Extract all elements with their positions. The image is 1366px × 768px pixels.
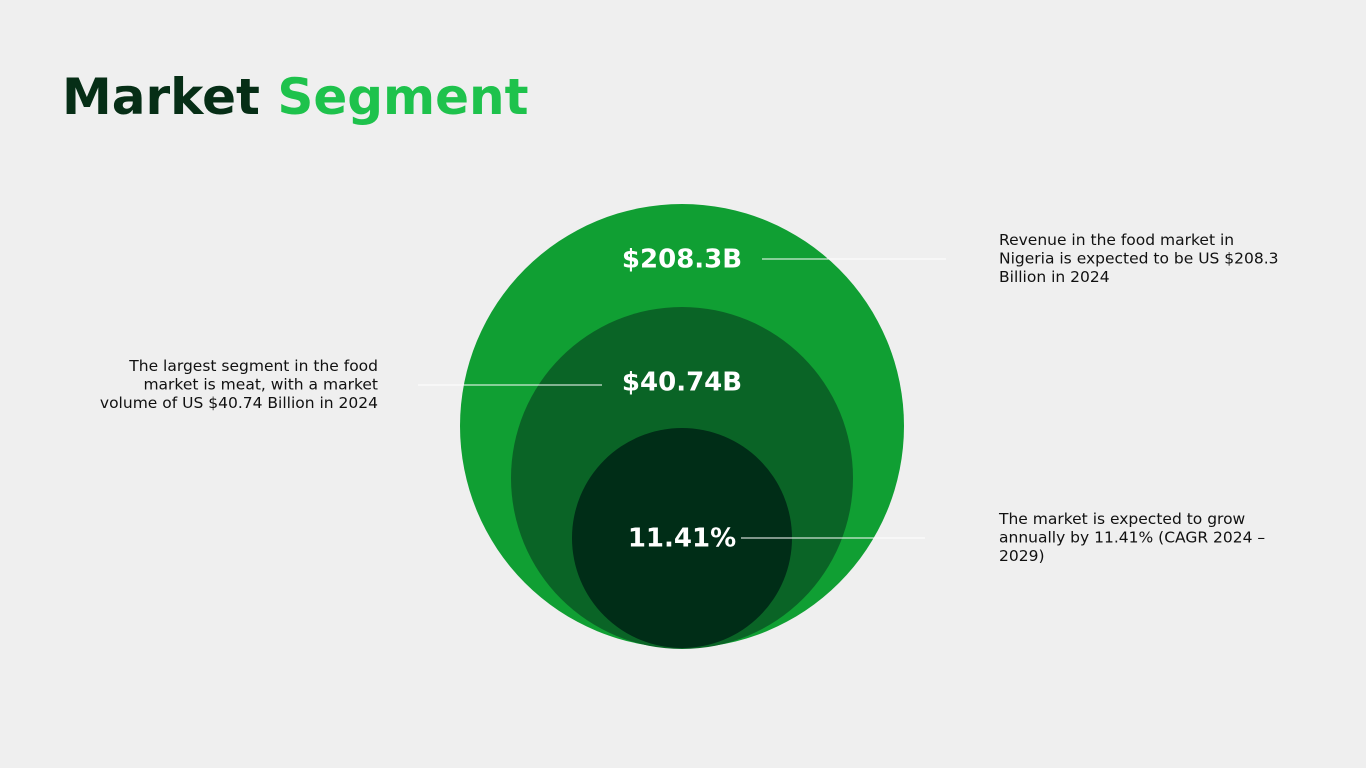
description-line: market is meat, with a market xyxy=(143,376,378,394)
description-line: volume of US $40.74 Billion in 2024 xyxy=(100,394,378,412)
circle-label: $208.3B xyxy=(622,245,742,275)
description-line: 2029) xyxy=(999,547,1045,565)
description-line: The market is expected to grow xyxy=(998,510,1246,528)
description-line: annually by 11.41% (CAGR 2024 – xyxy=(999,529,1265,547)
slide-title: Market Segment xyxy=(62,68,529,126)
description-line: Nigeria is expected to be US $208.3 xyxy=(999,250,1279,268)
description-line: The largest segment in the food xyxy=(128,357,378,375)
circle-label: $40.74B xyxy=(622,368,742,398)
description-line: Revenue in the food market in xyxy=(999,231,1234,249)
title-part: Segment xyxy=(277,68,528,126)
title-part: Market xyxy=(62,68,260,126)
circle-label: 11.41% xyxy=(628,524,736,554)
description-line: Billion in 2024 xyxy=(999,268,1110,286)
inner-circle xyxy=(572,428,792,648)
